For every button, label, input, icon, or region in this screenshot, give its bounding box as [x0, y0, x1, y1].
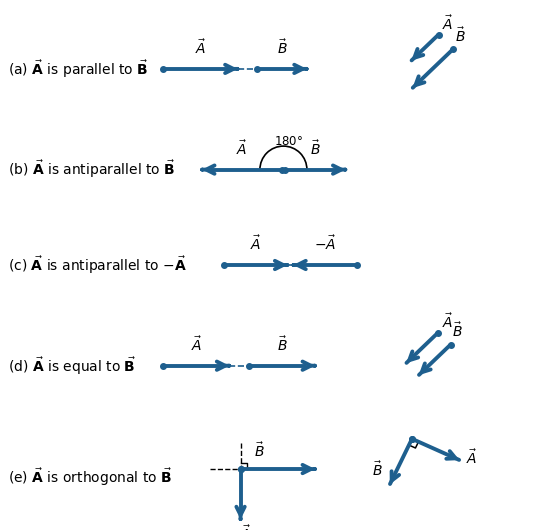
- Text: $\vec{A}$: $\vec{A}$: [442, 14, 453, 33]
- Text: $\vec{A}$: $\vec{A}$: [191, 335, 202, 354]
- Text: $\vec{A}$: $\vec{A}$: [236, 139, 248, 158]
- Text: $-\vec{A}$: $-\vec{A}$: [314, 235, 336, 253]
- Text: $\vec{B}$: $\vec{B}$: [373, 461, 383, 479]
- Text: (a) $\vec{\mathbf{A}}$ is parallel to $\vec{\mathbf{B}}$: (a) $\vec{\mathbf{A}}$ is parallel to $\…: [8, 58, 149, 80]
- Text: $\vec{B}$: $\vec{B}$: [452, 322, 463, 340]
- Text: $\vec{B}$: $\vec{B}$: [310, 139, 321, 158]
- Text: $\vec{A}$: $\vec{A}$: [466, 448, 477, 467]
- Text: $\vec{A}$: $\vec{A}$: [250, 235, 262, 253]
- Text: $\vec{A}$: $\vec{A}$: [441, 312, 453, 331]
- Text: $\vec{B}$: $\vec{B}$: [276, 335, 288, 354]
- Text: $\vec{B}$: $\vec{B}$: [276, 39, 288, 57]
- Text: (d) $\vec{\mathbf{A}}$ is equal to $\vec{\mathbf{B}}$: (d) $\vec{\mathbf{A}}$ is equal to $\vec…: [8, 355, 136, 376]
- Text: $\vec{B}$: $\vec{B}$: [254, 441, 265, 460]
- Text: (b) $\vec{\mathbf{A}}$ is antiparallel to $\vec{\mathbf{B}}$: (b) $\vec{\mathbf{A}}$ is antiparallel t…: [8, 159, 176, 180]
- Text: (c) $\vec{\mathbf{A}}$ is antiparallel to $-\vec{\mathbf{A}}$: (c) $\vec{\mathbf{A}}$ is antiparallel t…: [8, 254, 187, 276]
- Text: (e) $\vec{\mathbf{A}}$ is orthogonal to $\vec{\mathbf{B}}$: (e) $\vec{\mathbf{A}}$ is orthogonal to …: [8, 466, 173, 488]
- Text: $\vec{B}$: $\vec{B}$: [455, 26, 466, 45]
- Text: $180°$: $180°$: [274, 135, 304, 148]
- Text: $\vec{A}$: $\vec{A}$: [195, 39, 206, 57]
- Text: $\vec{A}$: $\vec{A}$: [241, 525, 252, 530]
